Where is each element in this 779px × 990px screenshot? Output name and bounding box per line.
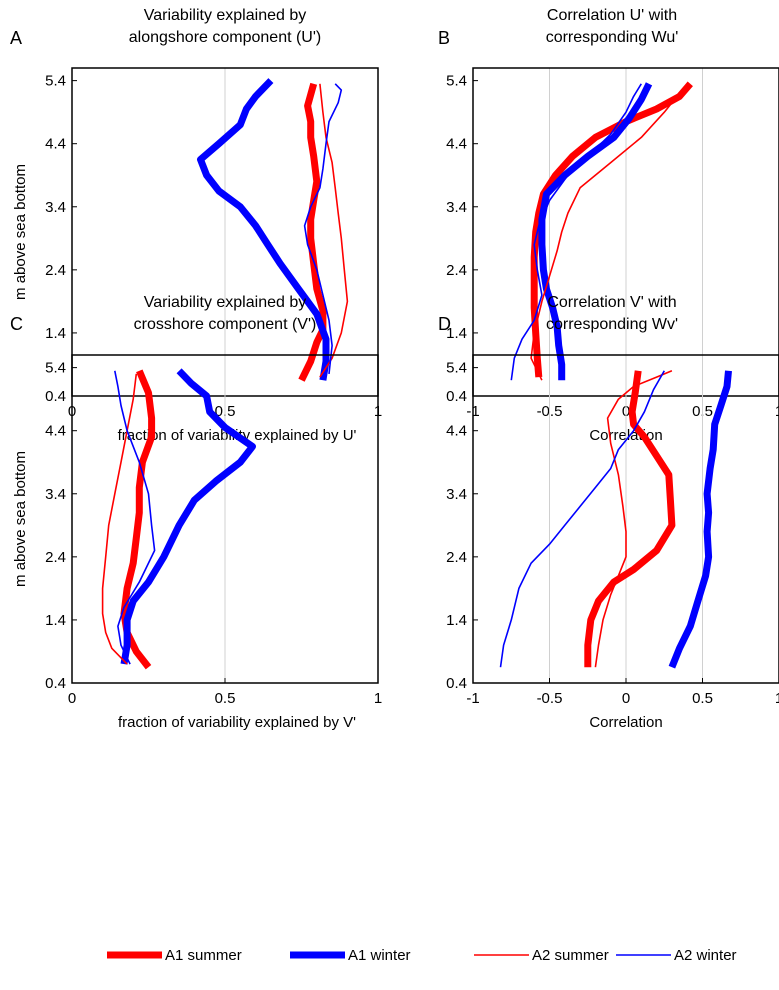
series-line-a2s (530, 92, 681, 381)
x-tick-label: 0 (68, 690, 76, 707)
legend-label: A2 summer (532, 947, 609, 964)
x-tick-label: 0.5 (692, 690, 713, 707)
x-tick-label: -0.5 (537, 690, 563, 707)
legend: A1 summer A1 winter A2 summer A2 winter (107, 947, 737, 964)
y-tick-label: 1.4 (446, 325, 467, 342)
y-tick-label: 4.4 (446, 136, 467, 153)
y-tick-label: 0.4 (45, 675, 66, 692)
y-tick-label: 0.4 (446, 388, 467, 405)
legend-label: A1 winter (348, 947, 411, 964)
x-tick-label: -1 (466, 690, 479, 707)
panel-letter: C (10, 314, 23, 334)
panel-c: 0.4 1.4 2.4 3.4 4.4 5.4 0 0.5 1 Variability expla… (10, 294, 382, 731)
x-tick-label: 1 (775, 690, 779, 707)
chart-title: Variability explained by (144, 7, 306, 24)
series-line-a1w (668, 370, 732, 669)
legend-item-a1w: A1 winter (290, 947, 411, 964)
y-tick-label: 1.4 (446, 612, 467, 629)
x-tick-label: 1 (775, 403, 779, 420)
y-tick-label: 4.4 (45, 136, 66, 153)
y-tick-label: 5.4 (45, 73, 66, 90)
y-tick-label: 1.4 (45, 612, 66, 629)
x-axis-label: fraction of variability explained by V' (118, 714, 356, 731)
chart-title: Correlation U' with (547, 7, 677, 24)
x-axis-label: Correlation (589, 714, 662, 731)
y-tick-label: 3.4 (45, 486, 66, 503)
legend-label: A2 winter (674, 947, 737, 964)
series-line-a2s (319, 83, 349, 378)
series-line-a2w (510, 83, 642, 381)
legend-label: A1 summer (165, 947, 242, 964)
legend-item-a2s: A2 summer (474, 947, 609, 964)
series-line-a2w (303, 83, 343, 374)
legend-item-a1s: A1 summer (107, 947, 242, 964)
y-tick-label: 2.4 (45, 262, 66, 279)
chart-title: alongshore component (U') (129, 29, 322, 46)
y-tick-label: 3.4 (45, 199, 66, 216)
panel-letter: D (438, 314, 451, 334)
series-line-a2s (101, 373, 138, 665)
x-tick-label: 0 (622, 690, 630, 707)
panel-d: 0.4 1.4 2.4 3.4 4.4 5.4 -1 -0.5 0 0.5 1 Correlation… (438, 294, 779, 731)
y-tick-label: 0.4 (446, 675, 467, 692)
y-tick-label: 3.4 (446, 486, 467, 503)
y-axis-label: m above sea bottom (12, 451, 29, 587)
series-line-a1w (197, 78, 330, 381)
series-line-a1w (120, 368, 256, 665)
chart-title: corresponding Wu' (546, 29, 679, 46)
x-tick-label: 1 (374, 690, 382, 707)
y-axis-label: m above sea bottom (12, 164, 29, 300)
y-tick-label: 4.4 (446, 423, 467, 440)
series-line-a2s (594, 370, 673, 668)
y-tick-label: 5.4 (446, 360, 467, 377)
chart-title: corresponding Wv' (546, 316, 678, 333)
series-line-a2w (114, 370, 156, 665)
series-line-a2w (499, 370, 665, 668)
panel-letter: A (10, 28, 22, 48)
y-tick-label: 2.4 (446, 262, 467, 279)
y-tick-label: 0.4 (45, 388, 66, 405)
y-tick-label: 2.4 (45, 549, 66, 566)
y-tick-label: 1.4 (45, 325, 66, 342)
series-line-a1s (298, 82, 327, 382)
chart-title: crosshore component (V') (134, 316, 317, 333)
legend-item-a2w: A2 winter (616, 947, 737, 964)
chart-title: Correlation V' with (547, 294, 676, 311)
chart-title: Variability explained by (144, 294, 306, 311)
y-tick-label: 5.4 (45, 360, 66, 377)
series-line-a1w (538, 82, 653, 381)
y-tick-label: 5.4 (446, 73, 467, 90)
y-tick-label: 4.4 (45, 423, 66, 440)
x-tick-label: 0.5 (215, 690, 236, 707)
series-line-a1s (584, 370, 676, 668)
y-tick-label: 2.4 (446, 549, 467, 566)
panel-letter: B (438, 28, 450, 48)
y-tick-label: 3.4 (446, 199, 467, 216)
